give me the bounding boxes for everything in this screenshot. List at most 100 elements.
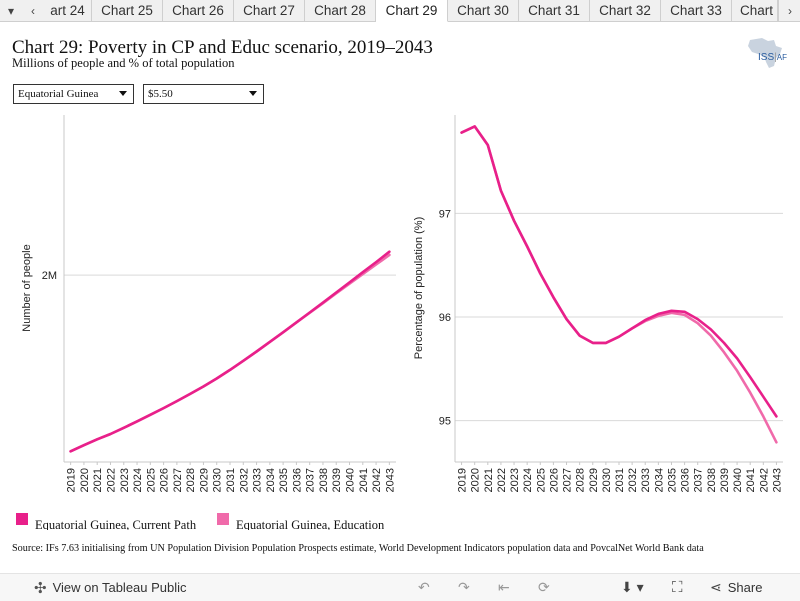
series-line-0-current-path	[69, 250, 391, 453]
x-tick-label-1-1: 2020	[470, 468, 482, 492]
x-tick-label-1-21: 2040	[732, 468, 744, 492]
download-icon: ⬇ ▾	[621, 579, 644, 595]
x-tick-label-1-6: 2025	[535, 468, 547, 492]
x-tick-label-1-20: 2039	[719, 468, 731, 492]
share-icon: ⋖	[710, 579, 722, 595]
x-tick-label-0-2: 2021	[92, 468, 104, 492]
x-tick-label-1-3: 2022	[496, 468, 508, 492]
x-tick-label-0-3: 2022	[105, 468, 117, 492]
tab-chart-33[interactable]: Chart 33	[661, 0, 732, 21]
x-tick-label-0-19: 2038	[318, 468, 330, 492]
tab-chart-27[interactable]: Chart 27	[234, 0, 305, 21]
refresh-icon: ⟳	[538, 579, 550, 595]
x-tick-label-0-1: 2020	[79, 468, 91, 492]
x-tick-label-1-23: 2042	[758, 468, 770, 492]
x-tick-label-0-11: 2030	[212, 468, 224, 492]
chevron-right-icon: ›	[788, 3, 792, 18]
y-tick-label-0-0: 2M	[42, 270, 57, 282]
x-tick-label-0-17: 2036	[291, 468, 303, 492]
tab-next-button[interactable]: ›	[778, 0, 800, 21]
x-tick-label-0-14: 2033	[252, 468, 264, 492]
x-tick-label-0-12: 2031	[225, 468, 237, 492]
x-tick-label-0-6: 2025	[145, 468, 157, 492]
fullscreen-icon: ⛶	[672, 579, 683, 596]
tab-chart-26[interactable]: Chart 26	[163, 0, 234, 21]
logo-text: ISS	[758, 52, 775, 63]
tab-chart-28[interactable]: Chart 28	[305, 0, 376, 21]
x-tick-label-1-4: 2023	[509, 468, 521, 492]
refresh-button[interactable]: ⟳	[538, 574, 550, 601]
y-tick-label-1-0: 95	[439, 416, 451, 428]
y-axis-label-1: Percentage of population (%)	[413, 217, 425, 359]
fullscreen-button[interactable]: ⛶	[672, 574, 683, 601]
tableau-logo-icon: ✣	[34, 579, 47, 597]
threshold-select-value: $5.50	[148, 88, 173, 100]
series-line-1-education	[460, 125, 778, 444]
x-tick-label-1-10: 2029	[588, 468, 600, 492]
tab-chart-31[interactable]: Chart 31	[519, 0, 590, 21]
x-tick-label-0-9: 2028	[185, 468, 197, 492]
x-tick-label-0-18: 2037	[305, 468, 317, 492]
x-tick-label-1-14: 2033	[640, 468, 652, 492]
x-tick-label-1-2: 2021	[483, 468, 495, 492]
africa-map-icon	[748, 38, 782, 68]
x-tick-label-1-24: 2043	[771, 468, 783, 492]
x-tick-label-0-13: 2032	[238, 468, 250, 492]
caret-down-icon	[119, 91, 127, 96]
country-select-value: Equatorial Guinea	[18, 88, 99, 100]
chart-subtitle: Millions of people and % of total popula…	[12, 56, 235, 70]
download-button[interactable]: ⬇ ▾	[621, 574, 644, 601]
x-tick-label-0-4: 2023	[119, 468, 131, 492]
revert-button[interactable]: ⇤	[498, 574, 510, 601]
legend-label-education: Equatorial Guinea, Education	[236, 518, 385, 530]
x-tick-label-0-5: 2024	[132, 468, 144, 492]
legend-item-current-path[interactable]: Equatorial Guinea, Current Path	[16, 512, 196, 530]
tab-chart-30[interactable]: Chart 30	[448, 0, 519, 21]
x-tick-label-0-24: 2043	[384, 468, 396, 492]
legend-item-education[interactable]: Equatorial Guinea, Education	[217, 512, 384, 530]
y-tick-label-1-2: 97	[439, 208, 451, 220]
x-tick-label-1-17: 2036	[680, 468, 692, 492]
series-line-1-current-path	[460, 125, 778, 418]
tab-chart-24[interactable]: art 24	[44, 0, 92, 21]
undo-button[interactable]: ↶	[418, 574, 430, 601]
x-tick-label-0-20: 2039	[331, 468, 343, 492]
tab-chart-29[interactable]: Chart 29	[376, 0, 448, 22]
x-tick-label-1-19: 2038	[706, 468, 718, 492]
threshold-select[interactable]: $5.50	[143, 84, 264, 104]
tableau-footer: ✣ View on Tableau Public ↶ ↷ ⇤ ⟳ ⬇ ▾ ⛶ ⋖…	[0, 573, 800, 601]
x-tick-label-0-21: 2040	[345, 468, 357, 492]
share-button[interactable]: ⋖ Share	[710, 574, 762, 601]
source-note: Source: IFs 7.63 initialising from UN Po…	[12, 543, 704, 554]
series-line-0-education	[69, 253, 391, 453]
x-tick-label-0-0: 2019	[66, 468, 78, 492]
tab-bar: ▾ ‹ art 24 Chart 25 Chart 26 Chart 27 Ch…	[0, 0, 800, 22]
x-tick-label-0-7: 2026	[159, 468, 171, 492]
logo-text-suffix: AF	[776, 53, 787, 62]
x-tick-label-1-5: 2024	[522, 468, 534, 492]
x-tick-label-1-7: 2026	[548, 468, 560, 492]
caret-down-icon: ▾	[7, 3, 15, 18]
x-tick-label-0-8: 2027	[172, 468, 184, 492]
redo-button[interactable]: ↷	[458, 574, 470, 601]
tab-chart-34[interactable]: Chart	[732, 0, 778, 21]
legend-swatch-education	[217, 513, 229, 525]
x-tick-label-1-11: 2030	[601, 468, 613, 492]
iss-africa-logo: ISS|AF	[742, 36, 792, 70]
tab-chart-32[interactable]: Chart 32	[590, 0, 661, 21]
x-tick-label-1-8: 2027	[562, 468, 574, 492]
legend-swatch-current-path	[16, 513, 28, 525]
x-tick-label-1-22: 2041	[745, 468, 757, 492]
caret-down-icon	[249, 91, 257, 96]
chart-title: Chart 29: Poverty in CP and Educ scenari…	[12, 37, 433, 58]
y-axis-label-0: Number of people	[21, 244, 33, 331]
x-tick-label-0-22: 2041	[358, 468, 370, 492]
x-tick-label-0-15: 2034	[265, 468, 277, 492]
x-tick-label-1-9: 2028	[575, 468, 587, 492]
x-tick-label-1-18: 2037	[693, 468, 705, 492]
undo-icon: ↶	[418, 579, 430, 595]
view-on-tableau-link[interactable]: ✣ View on Tableau Public	[34, 574, 187, 601]
tab-chart-25[interactable]: Chart 25	[92, 0, 163, 21]
x-tick-label-0-16: 2035	[278, 468, 290, 492]
country-select[interactable]: Equatorial Guinea	[13, 84, 134, 104]
